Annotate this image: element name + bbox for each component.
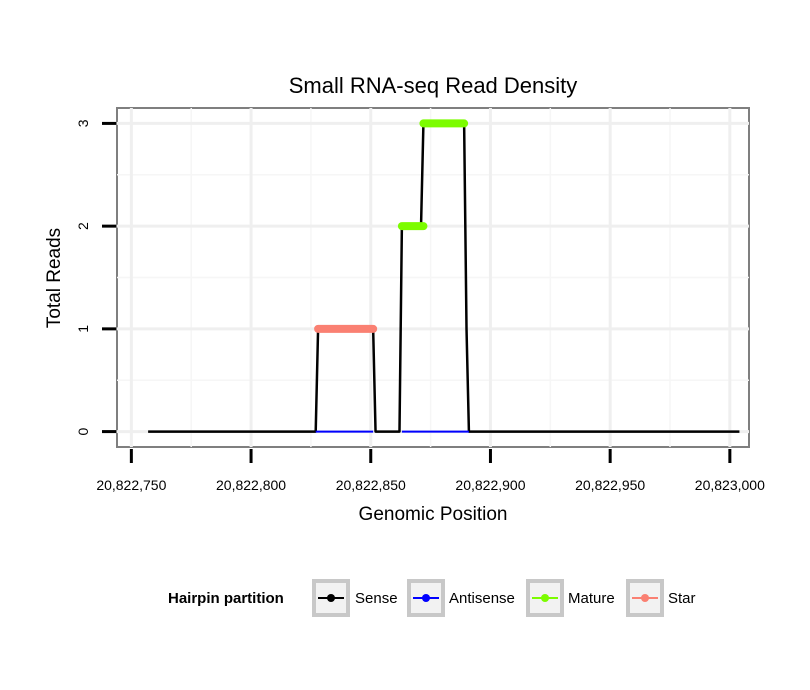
legend-label: Star xyxy=(668,590,696,607)
legend-label: Mature xyxy=(568,590,615,607)
chart-title: Small RNA-seq Read Density xyxy=(289,73,578,98)
y-tick-label: 0 xyxy=(75,427,91,435)
x-tick-label: 20,822,950 xyxy=(575,477,645,493)
y-tick-label: 3 xyxy=(75,119,91,127)
legend-key-point xyxy=(422,594,430,602)
legend-label: Antisense xyxy=(449,590,515,607)
y-tick-label: 2 xyxy=(75,222,91,230)
y-tick-label: 1 xyxy=(75,325,91,333)
x-axis-title: Genomic Position xyxy=(359,504,508,525)
x-tick-label: 20,822,900 xyxy=(455,477,525,493)
legend-item-sense: Sense xyxy=(312,579,398,617)
y-axis: 0 1 2 3 xyxy=(75,119,116,435)
x-tick-label: 20,822,750 xyxy=(96,477,166,493)
legend-item-antisense: Antisense xyxy=(407,579,515,617)
legend-key-point xyxy=(641,594,649,602)
x-tick-label: 20,822,800 xyxy=(216,477,286,493)
legend-key-point xyxy=(541,594,549,602)
y-axis-title: Total Reads xyxy=(44,228,65,328)
x-tick-label: 20,823,000 xyxy=(695,477,765,493)
legend: Hairpin partition Sense Antisense Mature St… xyxy=(168,579,696,617)
legend-label: Sense xyxy=(355,590,398,607)
x-axis: 20,822,750 20,822,800 20,822,850 20,822,900… xyxy=(96,449,765,493)
legend-key-point xyxy=(327,594,335,602)
legend-item-mature: Mature xyxy=(526,579,615,617)
legend-item-star: Star xyxy=(626,579,696,617)
series-layer xyxy=(148,119,740,433)
x-tick-label: 20,822,850 xyxy=(336,477,406,493)
legend-title: Hairpin partition xyxy=(168,590,284,607)
